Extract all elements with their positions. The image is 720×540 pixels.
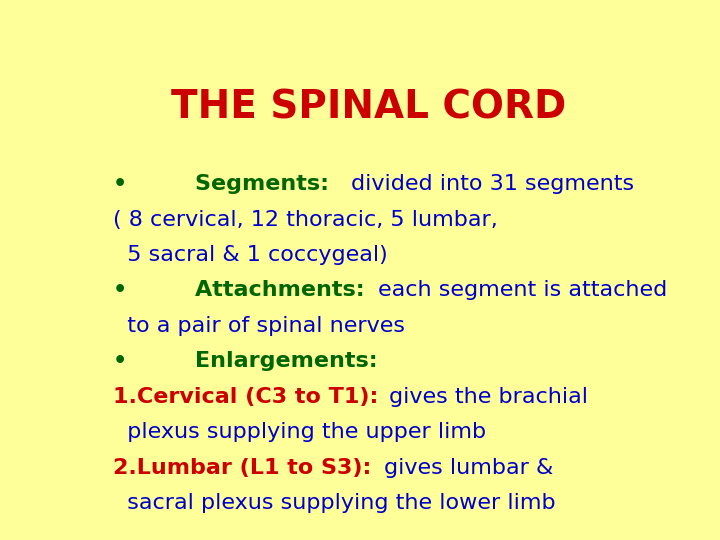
Text: THE SPINAL CORD: THE SPINAL CORD bbox=[171, 88, 567, 126]
Text: gives lumbar &: gives lumbar & bbox=[384, 457, 553, 477]
Text: •: • bbox=[113, 174, 135, 194]
Text: each segment is attached: each segment is attached bbox=[379, 280, 667, 300]
Text: Attachments:: Attachments: bbox=[195, 280, 372, 300]
Text: gives the brachial: gives the brachial bbox=[390, 387, 588, 407]
Text: divided into 31 segments: divided into 31 segments bbox=[351, 174, 634, 194]
Text: 5 sacral & 1 coccygeal): 5 sacral & 1 coccygeal) bbox=[113, 245, 388, 265]
Text: to a pair of spinal nerves: to a pair of spinal nerves bbox=[113, 316, 405, 336]
Text: Segments:: Segments: bbox=[195, 174, 336, 194]
Text: plexus supplying the upper limb: plexus supplying the upper limb bbox=[113, 422, 487, 442]
Text: 1.Cervical (C3 to T1):: 1.Cervical (C3 to T1): bbox=[113, 387, 387, 407]
Text: •: • bbox=[113, 280, 135, 300]
Text: 2.Lumbar (L1 to S3):: 2.Lumbar (L1 to S3): bbox=[113, 457, 379, 477]
Text: sacral plexus supplying the lower limb: sacral plexus supplying the lower limb bbox=[113, 493, 556, 513]
Text: •: • bbox=[113, 351, 135, 372]
Text: Enlargements:: Enlargements: bbox=[195, 351, 377, 372]
Text: ( 8 cervical, 12 thoracic, 5 lumbar,: ( 8 cervical, 12 thoracic, 5 lumbar, bbox=[113, 210, 498, 230]
